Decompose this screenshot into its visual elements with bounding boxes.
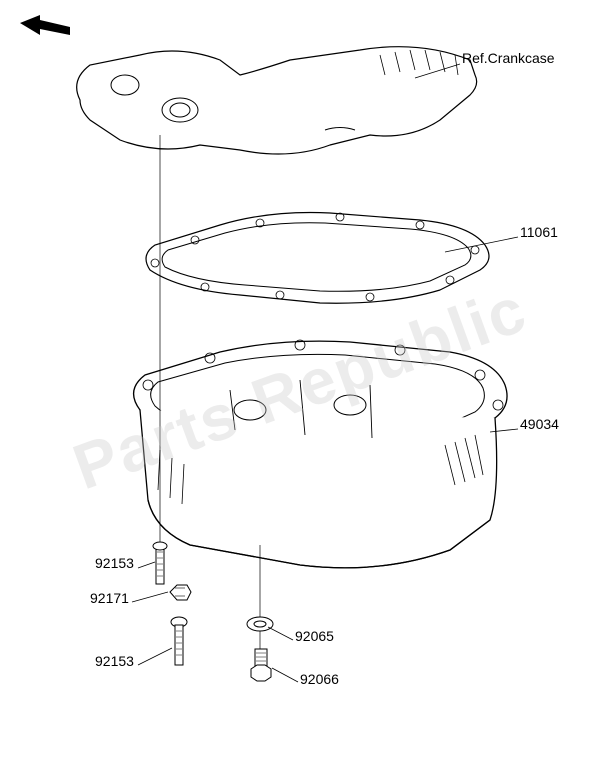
diagram-container: Ref.Crankcase 11061 49034 92153 92171 92… xyxy=(0,0,600,775)
clamp-92171 xyxy=(165,580,195,605)
callout-92066: 92066 xyxy=(300,671,339,687)
bolt-92153-bottom xyxy=(168,615,190,670)
callout-92171: 92171 xyxy=(90,590,129,606)
callout-92153-top: 92153 xyxy=(95,555,134,571)
alignment-line xyxy=(155,135,165,555)
callout-ref-crankcase: Ref.Crankcase xyxy=(462,50,555,66)
gasket-outline xyxy=(120,195,500,325)
crankcase-outline xyxy=(60,30,490,190)
washer-92065 xyxy=(245,615,275,633)
callout-11061: 11061 xyxy=(520,224,558,240)
callout-49034: 49034 xyxy=(520,416,559,432)
drain-plug-92066 xyxy=(245,645,277,685)
callout-92153-bottom: 92153 xyxy=(95,653,134,669)
callout-92065: 92065 xyxy=(295,628,334,644)
